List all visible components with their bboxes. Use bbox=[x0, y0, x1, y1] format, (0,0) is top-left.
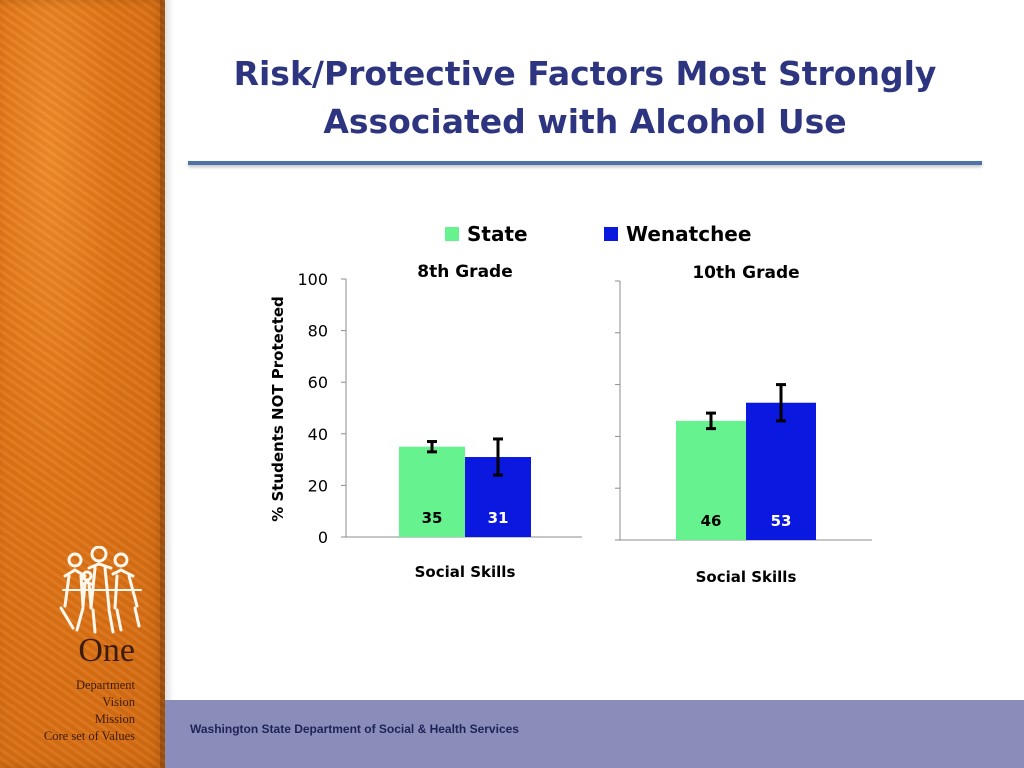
brand-line: Mission bbox=[94, 712, 135, 726]
bar bbox=[676, 420, 746, 540]
panel-title: 8th Grade bbox=[417, 262, 512, 282]
brand-line: Department bbox=[75, 678, 135, 692]
footer-bar: Washington State Department of Social & … bbox=[165, 700, 1024, 768]
y-axis-label: % Students NOT Protected bbox=[269, 296, 287, 522]
bar bbox=[399, 446, 465, 537]
bar-data-label: 46 bbox=[701, 512, 722, 530]
legend-swatch bbox=[604, 227, 618, 241]
brand-name: One bbox=[78, 632, 135, 669]
footer-text: Washington State Department of Social & … bbox=[190, 722, 519, 736]
title-line-2: Associated with Alcohol Use bbox=[323, 102, 847, 141]
panel-title: 10th Grade bbox=[692, 263, 799, 283]
bar-data-label: 53 bbox=[771, 512, 792, 530]
bar bbox=[746, 402, 816, 540]
legend-label: State bbox=[467, 222, 528, 246]
brand-line: Vision bbox=[102, 695, 135, 709]
x-category-label: Social Skills bbox=[415, 563, 516, 581]
family-logo-icon bbox=[59, 546, 142, 634]
brand-tagline: Department Vision Mission Core set of Va… bbox=[10, 677, 135, 745]
title-line-1: Risk/Protective Factors Most Strongly bbox=[233, 54, 937, 93]
legend-swatch bbox=[445, 227, 459, 241]
y-tick-label: 0 bbox=[318, 528, 328, 547]
slide-title: Risk/Protective Factors Most Strongly As… bbox=[190, 50, 980, 146]
y-tick-label: 100 bbox=[297, 270, 328, 289]
side-band bbox=[0, 0, 165, 768]
y-tick-label: 20 bbox=[308, 476, 328, 495]
legend-label: Wenatchee bbox=[626, 222, 751, 246]
y-tick-label: 60 bbox=[308, 373, 328, 392]
y-tick-label: 40 bbox=[308, 425, 328, 444]
x-category-label: Social Skills bbox=[696, 568, 797, 586]
y-tick-label: 80 bbox=[308, 322, 328, 341]
side-band-shadow bbox=[160, 0, 174, 768]
brand-line: Core set of Values bbox=[43, 729, 135, 743]
bar-data-label: 35 bbox=[422, 509, 443, 527]
title-divider bbox=[188, 161, 982, 165]
bar-data-label: 31 bbox=[488, 509, 509, 527]
bar-chart: State Wenatchee % Students NOT Protected 0 2… bbox=[269, 222, 872, 586]
